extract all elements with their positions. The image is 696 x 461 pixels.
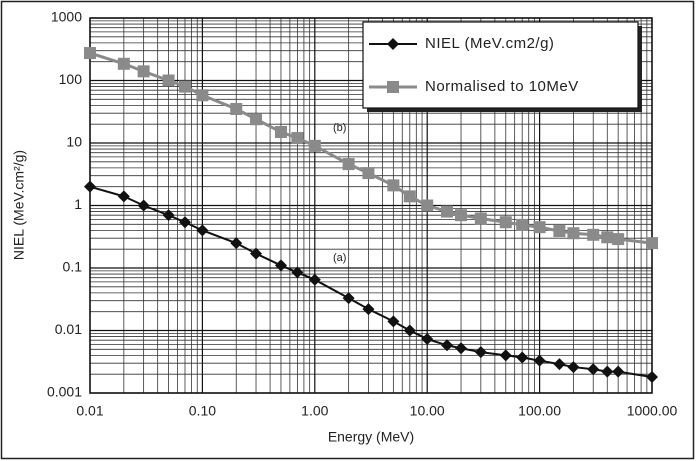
- marker: [499, 349, 512, 362]
- marker: [250, 247, 263, 260]
- marker: [646, 237, 658, 250]
- y-tick-label: 0.1: [63, 259, 83, 275]
- marker: [387, 38, 399, 50]
- marker: [291, 132, 304, 145]
- marker: [84, 47, 96, 60]
- series-line: [89, 185, 653, 379]
- marker: [612, 233, 625, 246]
- marker: [567, 227, 580, 240]
- marker: [178, 216, 191, 229]
- plot-area: [89, 17, 653, 394]
- marker: [421, 333, 434, 346]
- marker: [308, 273, 321, 286]
- marker: [117, 190, 130, 203]
- marker: [612, 365, 625, 378]
- annotation: (a): [333, 252, 346, 264]
- y-tick-label: 0.01: [55, 321, 82, 337]
- legend-label: Normalised to 10MeV: [425, 78, 579, 95]
- x-tick-label: 1.00: [301, 403, 328, 419]
- marker: [308, 139, 321, 152]
- marker: [403, 324, 416, 337]
- x-tick-label: 0.01: [76, 403, 103, 419]
- marker: [196, 89, 209, 102]
- marker: [516, 351, 529, 364]
- x-tick-label: 10.00: [410, 403, 445, 419]
- marker: [250, 113, 263, 126]
- x-axis-title: Energy (MeV): [328, 429, 414, 445]
- marker: [387, 81, 399, 93]
- marker: [455, 209, 468, 222]
- marker: [84, 180, 96, 193]
- marker: [274, 259, 287, 272]
- marker: [567, 361, 580, 374]
- marker: [117, 57, 130, 70]
- marker: [230, 102, 243, 115]
- marker: [362, 167, 375, 180]
- marker: [601, 365, 614, 378]
- marker: [291, 266, 304, 279]
- x-tick-label: 1000.00: [627, 403, 678, 419]
- y-tick-label: 1000: [51, 9, 82, 25]
- y-axis-title: NIEL (MeV.cm²/g): [11, 150, 27, 260]
- marker: [274, 125, 287, 138]
- marker: [178, 80, 191, 93]
- marker: [137, 65, 150, 78]
- y-tick-label: 0.001: [47, 384, 82, 400]
- marker: [230, 237, 243, 250]
- marker: [553, 358, 566, 371]
- x-tick-label: 0.10: [189, 403, 216, 419]
- marker: [196, 224, 209, 237]
- marker: [587, 363, 600, 376]
- marker: [516, 218, 529, 231]
- marker: [440, 205, 453, 218]
- y-tick-label: 1: [74, 196, 82, 212]
- marker: [342, 292, 355, 305]
- marker: [533, 221, 546, 234]
- marker: [403, 190, 416, 203]
- marker: [162, 74, 175, 87]
- marker: [137, 199, 150, 212]
- y-tick-label: 10: [66, 134, 82, 150]
- marker: [440, 339, 453, 352]
- x-tick-label: 100.00: [518, 403, 561, 419]
- marker: [646, 371, 658, 384]
- marker: [421, 199, 434, 212]
- legend: [362, 21, 639, 109]
- marker: [387, 315, 400, 328]
- series-line: [89, 51, 653, 245]
- marker: [362, 303, 375, 316]
- marker: [533, 354, 546, 367]
- marker: [455, 342, 468, 355]
- marker: [387, 179, 400, 192]
- marker: [499, 216, 512, 229]
- legend-label: NIEL (MeV.cm2/g): [425, 35, 554, 52]
- y-tick-label: 100: [59, 71, 83, 87]
- marker: [342, 158, 355, 171]
- marker: [553, 225, 566, 238]
- marker: [474, 212, 487, 225]
- marker: [587, 228, 600, 241]
- marker: [601, 231, 614, 244]
- marker: [474, 346, 487, 359]
- annotation: (b): [333, 122, 346, 134]
- marker: [162, 209, 175, 222]
